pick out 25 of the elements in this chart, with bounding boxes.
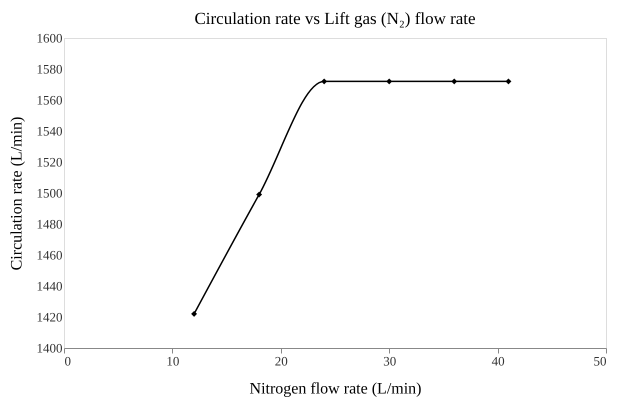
y-tick-label: 1560 xyxy=(36,92,62,108)
y-tick-label: 1420 xyxy=(36,310,62,324)
point xyxy=(321,78,328,84)
point xyxy=(451,78,458,84)
y-tick-label: 1400 xyxy=(36,340,62,356)
point xyxy=(386,78,392,84)
x-axis-title: Nitrogen flow rate (L/min) xyxy=(250,380,422,398)
y-tick-label: 1460 xyxy=(36,248,62,262)
y-tick-label: 1580 xyxy=(36,62,62,76)
point xyxy=(256,192,262,198)
x-tick-label: 50 xyxy=(594,354,606,368)
y-tick-label: 1440 xyxy=(36,278,62,294)
x-tick-label: 30 xyxy=(383,354,396,368)
chart-title: Circulation rate vs Lift gas (N₂) flow rate xyxy=(194,9,476,28)
y-tick-label: 1500 xyxy=(36,186,62,200)
x-tick-label: 10 xyxy=(166,354,180,368)
x-tick-label: 40 xyxy=(492,354,505,368)
x-tick-label: 20 xyxy=(274,354,288,368)
point xyxy=(191,310,198,317)
y-tick-label: 1540 xyxy=(36,124,62,138)
y-tick-label: 1520 xyxy=(36,154,62,170)
y-axis-title: Circulation rate (L/min) xyxy=(8,116,26,270)
x-tick-label: 0 xyxy=(64,354,71,368)
y-tick-label: 1480 xyxy=(36,216,62,232)
y-tick-label: 1600 xyxy=(36,30,62,46)
